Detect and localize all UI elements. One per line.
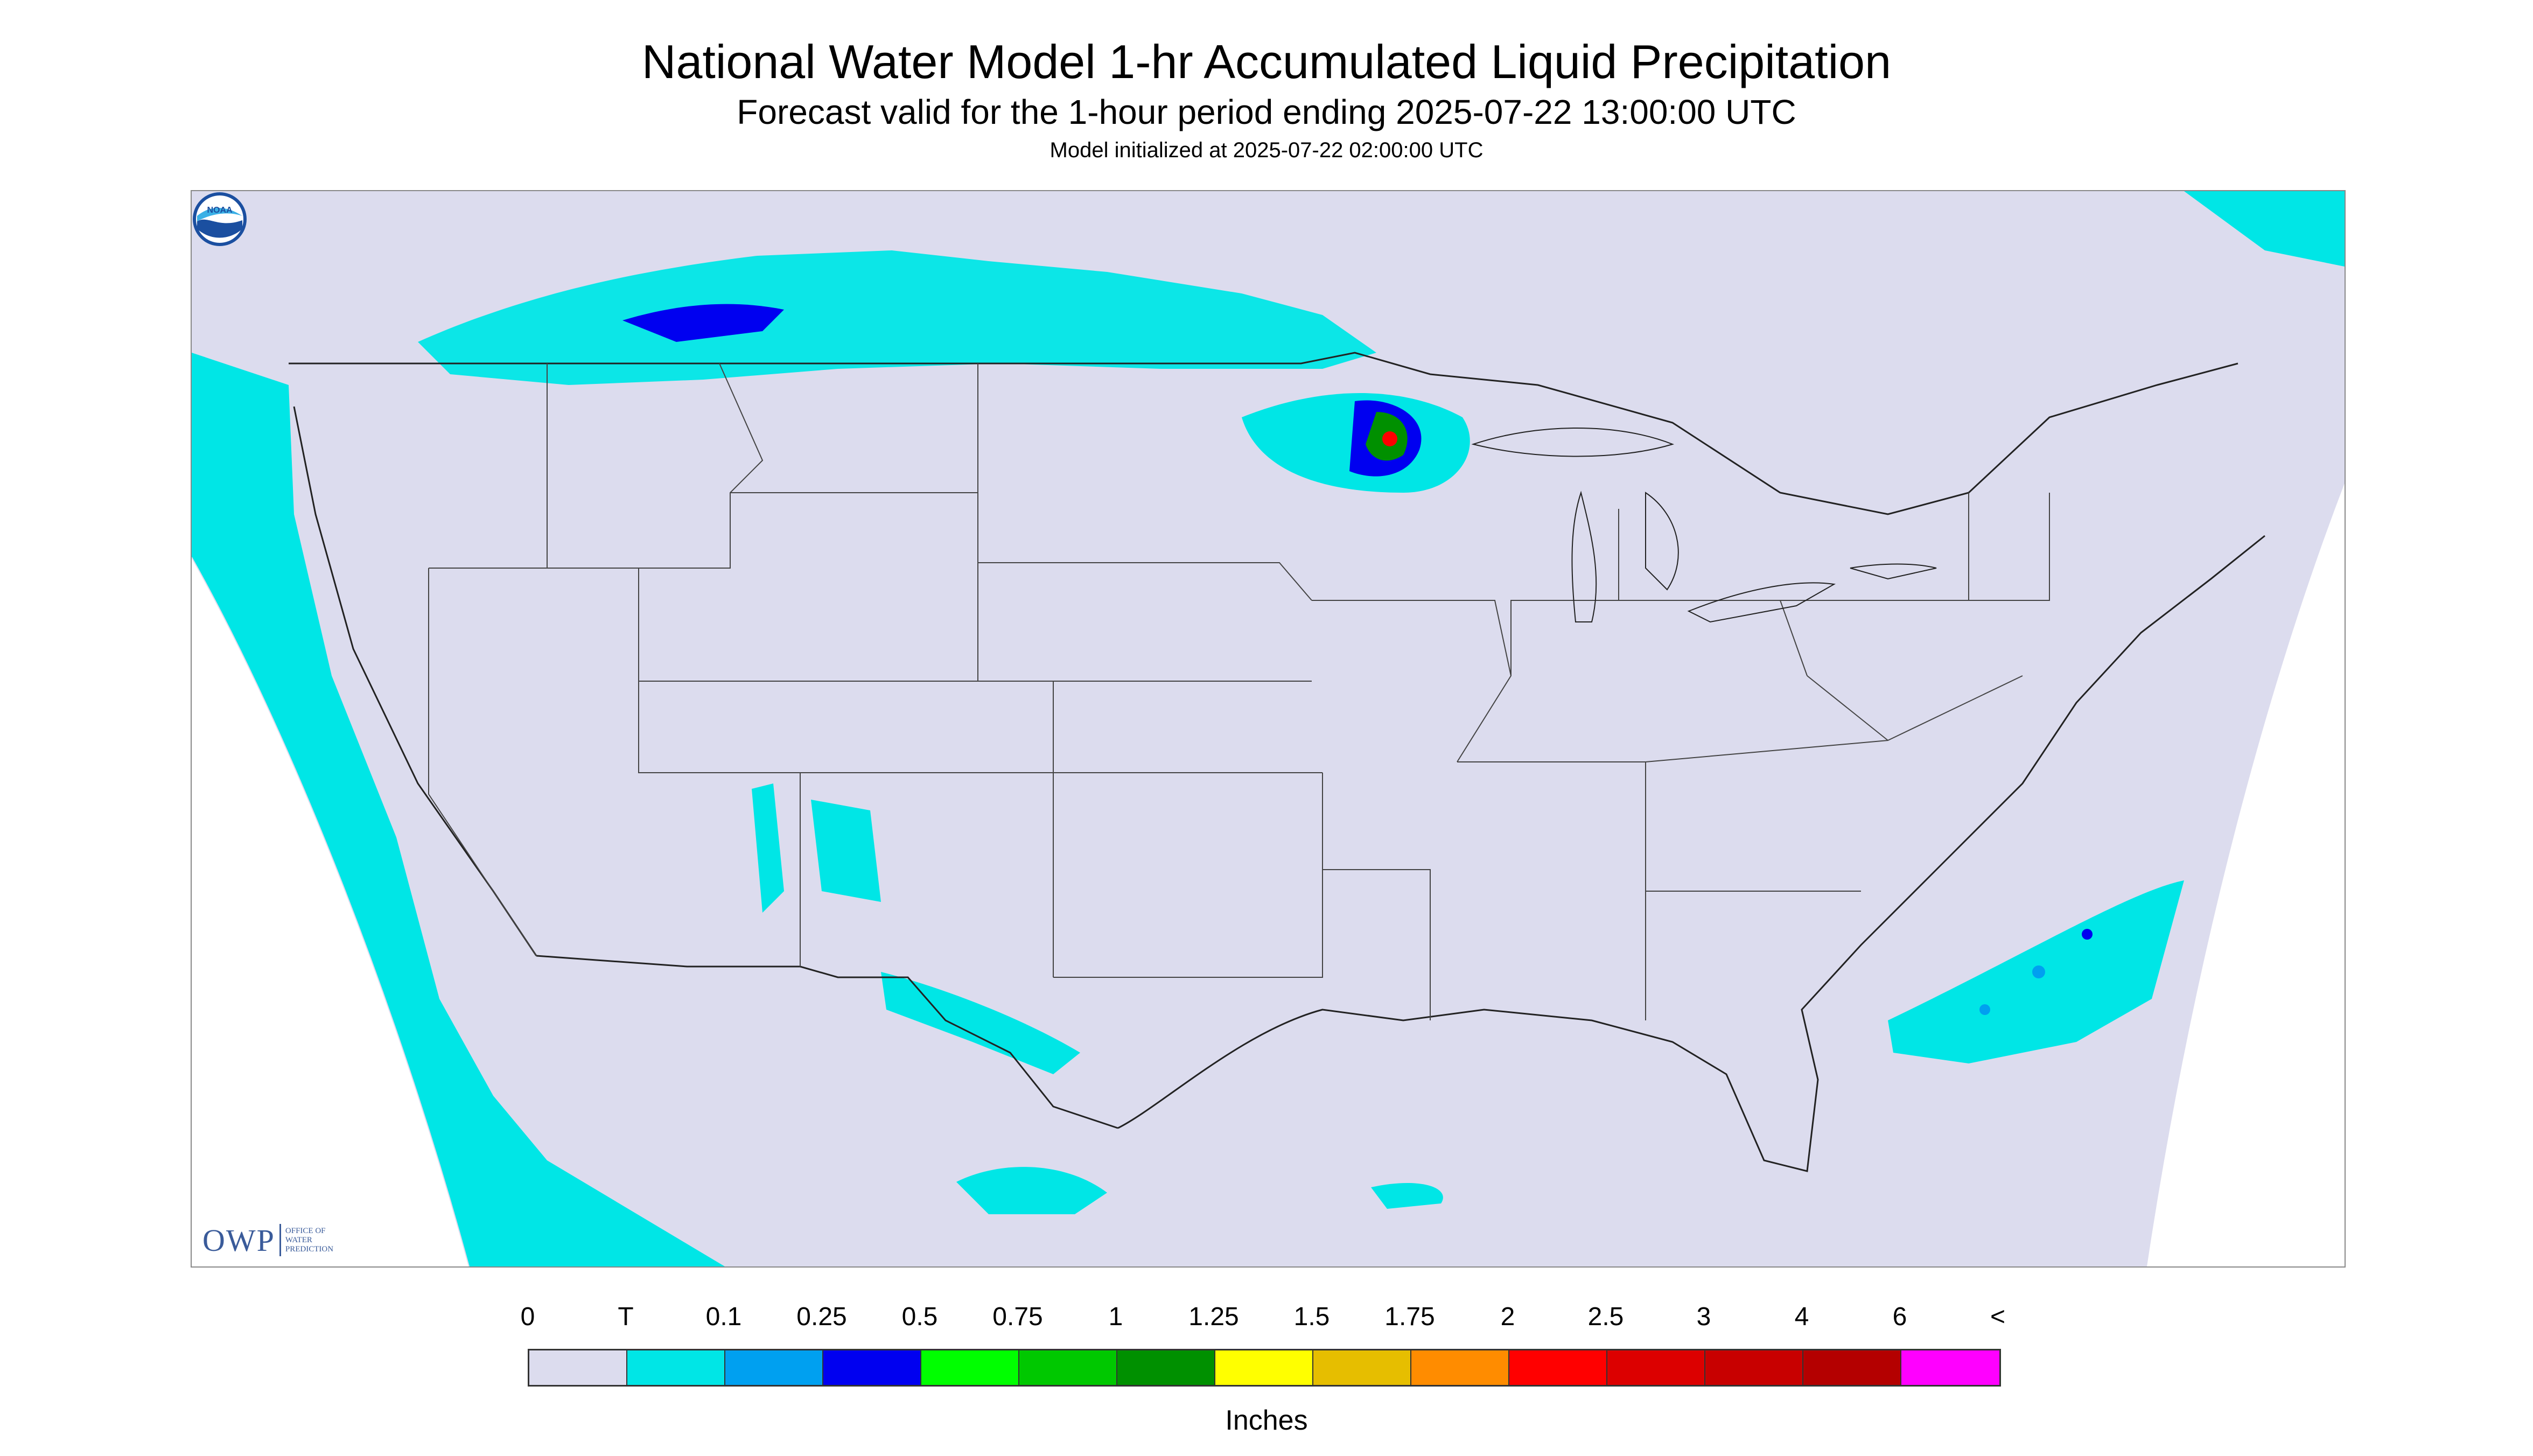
lake-michigan [1571,491,1597,622]
lake-erie [1687,582,1836,623]
legend-label: 0.5 [901,1303,938,1331]
map-canvas [192,191,2345,1266]
legend-label: 3 [1696,1303,1711,1331]
mexico-precip-1 [956,1167,1107,1214]
legend-label: 0.1 [705,1303,742,1331]
legend-swatch [1117,1350,1215,1385]
owp-sub-line-2: WATER [285,1235,312,1244]
model-init-text: Model initialized at 2025-07-22 02:00:00… [1049,138,1484,162]
texas-precip-1 [881,972,1080,1074]
legend-label: 2 [1500,1303,1515,1331]
lake-ontario [1850,563,1937,580]
legend-swatch [1607,1350,1705,1385]
legend-swatch [1705,1350,1803,1385]
legend-label: < [1990,1303,2006,1331]
map-subtitle: Forecast valid for the 1-hour period end… [737,93,1796,131]
noaa-logo-icon: NOAA [193,192,247,246]
map-title: National Water Model 1-hr Accumulated Li… [641,35,1892,88]
atlantic-precip-cell-3 [2082,929,2093,940]
owp-logo: OWP OFFICE OF WATER PREDICTION [202,1221,333,1259]
legend-swatch [529,1350,627,1385]
legend-swatch [1019,1350,1117,1385]
legend-swatch [725,1350,823,1385]
legend-label: 1.25 [1188,1303,1239,1331]
legend-label: T [618,1303,634,1331]
southwest-precip-1 [752,783,784,913]
domain-edge [192,481,2345,1266]
legend-label: 0.25 [796,1303,847,1331]
state-boundaries [428,363,2050,1020]
legend-swatch [823,1350,921,1385]
legend-swatch [1313,1350,1411,1385]
legend-label: 6 [1892,1303,1907,1331]
southwest-precip-2 [811,800,881,902]
lake-huron [1645,492,1679,591]
atlantic-precip-cell-1 [2032,965,2045,978]
legend-label: 1 [1108,1303,1123,1331]
canada-precip-core [622,304,784,342]
legend-swatch [627,1350,725,1385]
minnesota-storm-peak [1382,431,1397,446]
pacific-precip-area [192,353,725,1266]
legend-swatch [1803,1350,1901,1385]
legend-swatch [921,1350,1019,1385]
legend-swatch [1901,1350,1999,1385]
owp-logo-subtitle: OFFICE OF WATER PREDICTION [285,1227,333,1254]
us-canada-border [289,352,2238,515]
legend-swatch [1411,1350,1509,1385]
owp-sub-line-1: OFFICE OF [285,1226,326,1235]
legend-label: 1.75 [1384,1303,1435,1331]
legend-label: 2.5 [1587,1303,1624,1331]
owp-sub-line-3: PREDICTION [285,1244,334,1254]
atlantic-precip-cell-2 [1979,1004,1990,1015]
us-mexico-border [536,955,1118,1129]
legend-labels: 0 T 0.1 0.25 0.5 0.75 1 1.25 1.5 1.75 2 … [0,1302,2533,1340]
owp-logo-text: OWP [202,1222,275,1258]
canada-precip-area [418,250,1376,385]
noaa-logo-text: NOAA [207,206,233,215]
legend-units: Inches [1225,1405,1308,1436]
owp-logo-divider [279,1224,281,1256]
gulf-precip-area [1371,1182,1443,1209]
legend-swatch [1509,1350,1607,1385]
legend-label: 0 [520,1303,535,1331]
model-domain [192,191,2345,1266]
legend-swatch [1215,1350,1313,1385]
legend-label: 0.75 [992,1303,1043,1331]
ne-canada-precip [2184,191,2345,267]
color-legend-bar [528,1349,2001,1387]
lake-superior [1471,428,1675,457]
precipitation-map: OWP OFFICE OF WATER PREDICTION NOAA [191,190,2346,1268]
legend-label: 4 [1794,1303,1809,1331]
legend-label: 1.5 [1293,1303,1330,1331]
